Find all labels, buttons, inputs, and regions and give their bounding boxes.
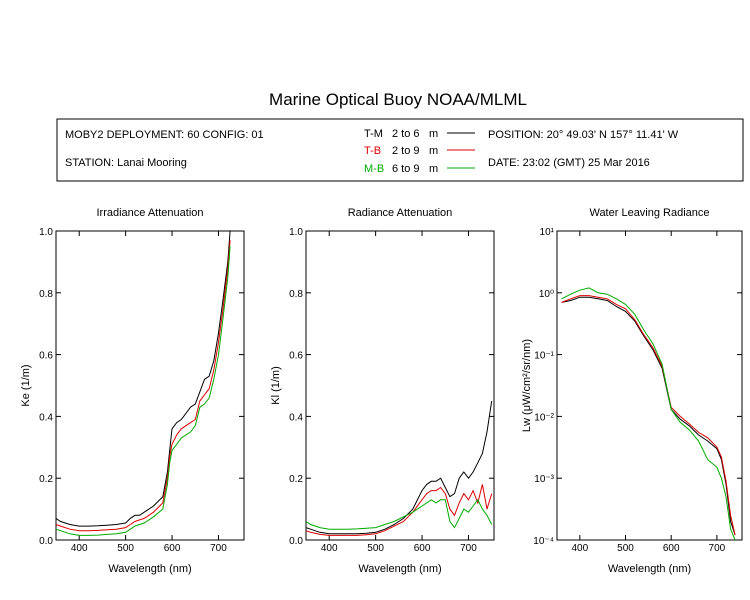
y-axis-label: Ke (1/m) [20, 364, 32, 406]
y-axis-label: Kl (1/m) [270, 366, 282, 405]
legend-item: T-M 2 to 6 m [364, 128, 475, 140]
chart-panel: Irradiance Attenuation 400 500 600 700 0.0 0.2… [20, 207, 245, 575]
x-tick-label: 500 [117, 543, 134, 554]
legend-unit: m [429, 128, 438, 140]
chart-title: Water Leaving Radiance [589, 207, 709, 219]
y-tick-label: 0.2 [289, 474, 303, 485]
legend-unit: m [429, 163, 438, 175]
y-axis-label: Lw (μW/cm²/sr/nm) [521, 339, 533, 432]
chart-title: Irradiance Attenuation [96, 207, 203, 219]
series-line-t-m [561, 296, 736, 536]
x-tick-label: 400 [71, 543, 88, 554]
x-axis-label: Wavelength (nm) [358, 563, 441, 575]
y-tick-label: 1.0 [289, 227, 303, 238]
legend-range: 6 to 9 [392, 163, 420, 175]
station-text: STATION: Lanai Mooring [65, 157, 187, 169]
y-tick-label: 0.4 [39, 412, 53, 423]
plot-frame [55, 230, 245, 541]
date-text: DATE: 23:02 (GMT) 25 Mar 2016 [488, 157, 650, 169]
chart-title: Radiance Attenuation [348, 207, 453, 219]
series-line-t-b [561, 295, 736, 536]
y-tick-label: 10⁻⁴ [533, 536, 554, 547]
info-box [56, 118, 744, 182]
x-tick-label: 600 [414, 543, 431, 554]
y-tick-label: 10⁰ [539, 289, 554, 300]
chart-panel: Water Leaving Radiance 400 500 600 700 10⁻⁴ 10… [521, 207, 743, 575]
y-tick-label: 10⁻¹ [534, 351, 554, 362]
y-tick-label: 10⁻³ [534, 474, 554, 485]
series-line-m-b [56, 246, 231, 536]
legend-tag: M-B [364, 163, 384, 175]
y-tick-label: 1.0 [39, 227, 53, 238]
x-axis-label: Wavelength (nm) [608, 563, 691, 575]
x-tick-label: 700 [709, 543, 726, 554]
series-line-t-b [56, 240, 231, 532]
x-axis-label: Wavelength (nm) [108, 563, 191, 575]
plot-frame [305, 230, 495, 541]
legend-tag: T-B [364, 145, 381, 157]
legend-range: 2 to 6 [392, 128, 420, 140]
x-tick-label: 600 [164, 543, 181, 554]
y-tick-label: 0.4 [289, 412, 303, 423]
y-tick-label: 0.0 [289, 536, 303, 547]
legend-range: 2 to 9 [392, 145, 420, 157]
legend-item: M-B 6 to 9 m [364, 163, 475, 175]
x-tick-label: 700 [460, 543, 477, 554]
position-text: POSITION: 20° 49.03' N 157° 11.41' W [488, 129, 679, 141]
legend: T-M 2 to 6 m T-B 2 to 9 m M-B 6 to 9 m [364, 128, 475, 175]
legend-unit: m [429, 145, 438, 157]
charts-area: Irradiance Attenuation 400 500 600 700 0.0 0.2… [20, 207, 743, 575]
x-tick-label: 700 [210, 543, 227, 554]
plot-frame [556, 230, 743, 541]
legend-item: T-B 2 to 9 m [364, 145, 475, 157]
chart-panel: Radiance Attenuation 400 500 600 700 0.0 0.2 0.… [270, 207, 495, 575]
series-line-t-m [56, 231, 231, 527]
y-tick-label: 0.2 [39, 474, 53, 485]
x-tick-label: 400 [321, 543, 338, 554]
y-tick-label: 0.6 [289, 351, 303, 362]
y-tick-label: 10⁻² [534, 412, 554, 423]
series-line-t-b [306, 484, 493, 536]
x-tick-label: 500 [617, 543, 634, 554]
x-tick-label: 400 [571, 543, 588, 554]
deployment-text: MOBY2 DEPLOYMENT: 60 CONFIG: 01 [65, 129, 264, 141]
series-line-m-b [561, 287, 736, 540]
main-title: Marine Optical Buoy NOAA/MLML [269, 90, 527, 109]
y-tick-label: 10¹ [540, 227, 555, 238]
y-tick-label: 0.8 [39, 289, 53, 300]
y-tick-label: 0.6 [39, 351, 53, 362]
series-line-t-m [306, 400, 493, 535]
series-line-m-b [306, 498, 493, 530]
y-tick-label: 0.0 [39, 536, 53, 547]
legend-tag: T-M [364, 128, 383, 140]
y-tick-label: 0.8 [289, 289, 303, 300]
x-tick-label: 500 [367, 543, 384, 554]
x-tick-label: 600 [663, 543, 680, 554]
